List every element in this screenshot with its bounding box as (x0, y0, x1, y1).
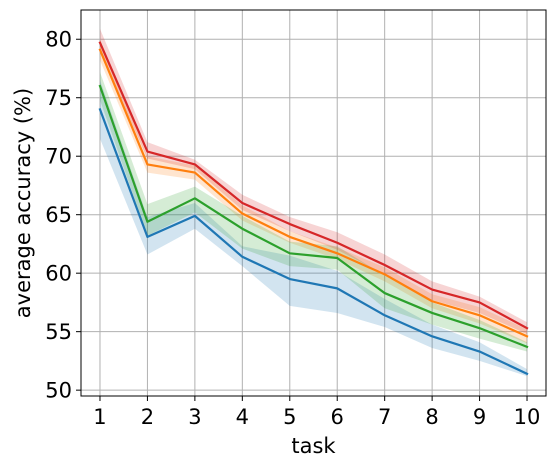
x-tick-label: 1 (93, 405, 106, 429)
series-4-line (98, 41, 529, 330)
confidence-bands (99, 28, 528, 377)
series-3-line (98, 84, 529, 349)
axis-ticks: 1 2 3 4 5 6 7 8 9 10 50 55 60 65 70 75 80 (45, 28, 540, 429)
y-tick-label: 75 (45, 86, 72, 110)
y-tick-label: 80 (45, 28, 72, 52)
y-tick-label: 65 (45, 203, 72, 227)
x-tick-label: 5 (283, 405, 296, 429)
x-tick-label: 3 (188, 405, 201, 429)
y-tick-label: 50 (45, 379, 72, 403)
y-axis-label: average accuracy (%) (11, 88, 35, 318)
grid-lines (81, 10, 546, 396)
x-axis-label: task (291, 434, 336, 458)
series-2-band (99, 39, 528, 344)
series-3-band (99, 71, 528, 352)
x-tick-label: 7 (378, 405, 391, 429)
series-1-line (98, 108, 529, 376)
y-tick-label: 70 (45, 145, 72, 169)
x-tick-label: 10 (514, 405, 541, 429)
x-tick-label: 6 (331, 405, 344, 429)
x-tick-label: 9 (473, 405, 486, 429)
series-4-band (99, 28, 528, 335)
x-tick-label: 2 (141, 405, 154, 429)
y-tick-label: 60 (45, 262, 72, 286)
series-2-line (98, 48, 529, 338)
x-tick-label: 8 (425, 405, 438, 429)
y-tick-label: 55 (45, 320, 72, 344)
series-lines (98, 41, 529, 376)
plot-frame (80, 9, 547, 397)
x-tick-label: 4 (236, 405, 249, 429)
series-1-band (99, 80, 528, 377)
